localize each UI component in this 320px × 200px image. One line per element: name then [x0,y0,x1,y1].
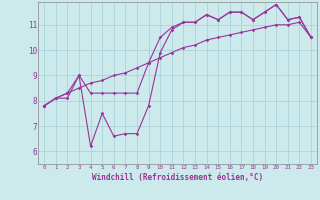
X-axis label: Windchill (Refroidissement éolien,°C): Windchill (Refroidissement éolien,°C) [92,173,263,182]
